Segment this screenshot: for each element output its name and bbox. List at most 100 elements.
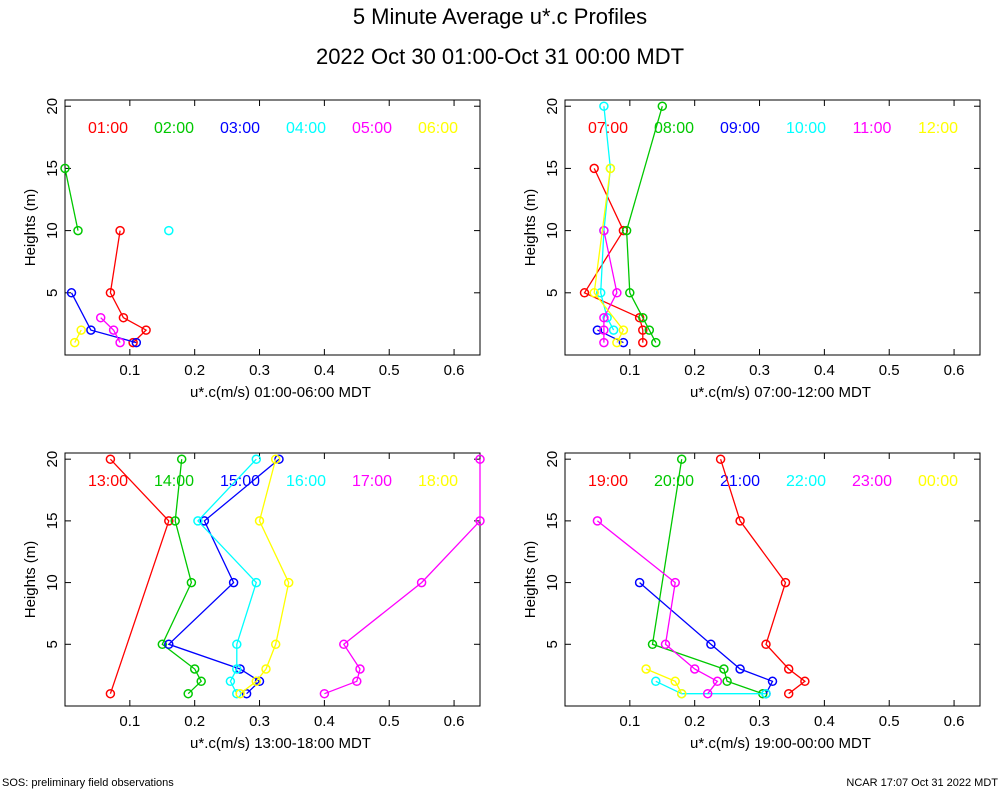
- x-tick-label: 0.1: [619, 713, 640, 730]
- data-point: [702, 688, 713, 699]
- data-point: [735, 664, 745, 674]
- data-point: [605, 163, 616, 174]
- chart-panel-2: 0.1 0.2 0.3 0.4 0.5 0.6 5 10 15 20 u*.c(m/s) 07:00…: [522, 98, 981, 401]
- data-point: [722, 676, 732, 687]
- plot-frame: [64, 452, 481, 707]
- y-tick-label: 10: [44, 222, 61, 239]
- data-point: [131, 337, 142, 348]
- data-point: [196, 676, 206, 687]
- series-0100: [105, 225, 151, 348]
- legend-entry-1200: 12:00: [918, 120, 958, 137]
- data-point: [183, 688, 193, 699]
- y-tick-label: 20: [44, 98, 61, 115]
- data-point: [706, 639, 716, 650]
- data-point: [599, 225, 609, 236]
- data-point: [612, 288, 622, 298]
- legend-entry-0000: 00:00: [918, 473, 958, 490]
- series-line: [324, 459, 481, 695]
- data-point: [719, 664, 729, 674]
- data-point: [86, 325, 96, 335]
- data-point: [761, 639, 771, 650]
- y-axis-label: Heights (m): [522, 541, 539, 619]
- legend-entry-2000: 20:00: [654, 473, 694, 490]
- data-point: [660, 639, 671, 650]
- data-point: [651, 337, 661, 348]
- x-tick-label: 0.1: [119, 362, 140, 379]
- data-point: [618, 225, 629, 236]
- y-tick-label: 20: [544, 98, 561, 115]
- legend-entry-0300: 03:00: [220, 120, 260, 137]
- series-line: [74, 329, 82, 343]
- legend-entry-0100: 01:00: [88, 120, 128, 137]
- data-point: [579, 288, 590, 298]
- legend-entry-1000: 10:00: [786, 120, 826, 137]
- x-tick-label: 0.6: [444, 713, 465, 730]
- data-point: [634, 577, 645, 588]
- data-point: [592, 516, 603, 526]
- legend-entry-0900: 09:00: [720, 120, 760, 137]
- data-point: [592, 325, 603, 335]
- series-line: [64, 168, 79, 231]
- data-point: [176, 454, 187, 464]
- y-axis-label: Heights (m): [22, 189, 39, 267]
- data-point: [115, 337, 125, 348]
- x-tick-label: 0.2: [684, 362, 705, 379]
- series-line: [161, 459, 203, 695]
- y-tick-label: 20: [44, 451, 61, 468]
- series-line: [593, 168, 625, 343]
- legend-entry-1700: 17:00: [352, 473, 392, 490]
- y-axis-label: Heights (m): [22, 541, 39, 619]
- x-tick-label: 0.4: [314, 713, 335, 730]
- x-tick-label: 0.3: [249, 362, 270, 379]
- y-tick-label: 5: [44, 289, 61, 297]
- series-0800: [621, 101, 668, 348]
- data-point: [164, 225, 174, 236]
- data-point: [599, 325, 609, 335]
- series-1700: [319, 454, 485, 699]
- chart-title: 5 Minute Average u*.c Profiles: [352, 4, 648, 29]
- data-point: [621, 225, 632, 236]
- data-point: [193, 516, 203, 526]
- series-line: [719, 459, 806, 695]
- x-tick-label: 0.3: [749, 713, 770, 730]
- data-point: [712, 676, 723, 687]
- series-line: [109, 458, 170, 694]
- data-point: [475, 454, 485, 464]
- x-axis-label: u*.c(m/s) 19:00-00:00 MDT: [690, 735, 871, 752]
- series-line: [70, 292, 137, 344]
- data-point: [638, 325, 648, 335]
- data-point: [475, 516, 485, 526]
- y-tick-label: 15: [44, 513, 61, 530]
- x-tick-label: 0.6: [444, 362, 465, 379]
- data-point: [270, 639, 281, 650]
- x-axis-label: u*.c(m/s) 07:00-12:00 MDT: [690, 384, 871, 401]
- data-point: [235, 688, 245, 699]
- data-point: [589, 288, 599, 298]
- data-point: [76, 325, 86, 335]
- x-axis-label: u*.c(m/s) 01:00-06:00 MDT: [190, 384, 371, 401]
- data-point: [651, 676, 661, 687]
- plot-frame: [564, 452, 981, 707]
- data-point: [69, 337, 80, 348]
- data-point: [105, 688, 116, 699]
- data-point: [761, 688, 771, 699]
- plot-frame: [64, 99, 481, 356]
- y-tick-label: 15: [44, 160, 61, 177]
- x-tick-label: 0.6: [944, 362, 965, 379]
- y-tick-label: 15: [544, 160, 561, 177]
- data-point: [618, 337, 629, 348]
- series-line: [625, 106, 663, 343]
- legend-entry-1900: 19:00: [588, 473, 628, 490]
- data-point: [199, 516, 210, 526]
- data-point: [676, 688, 687, 699]
- data-point: [105, 454, 116, 464]
- data-point: [319, 688, 330, 699]
- data-point: [251, 577, 262, 588]
- legend-entry-2100: 21:00: [720, 473, 760, 490]
- legend-entry-1600: 16:00: [286, 473, 326, 490]
- data-point: [670, 676, 680, 687]
- data-point: [625, 288, 635, 298]
- data-point: [115, 225, 125, 236]
- x-tick-label: 0.1: [119, 713, 140, 730]
